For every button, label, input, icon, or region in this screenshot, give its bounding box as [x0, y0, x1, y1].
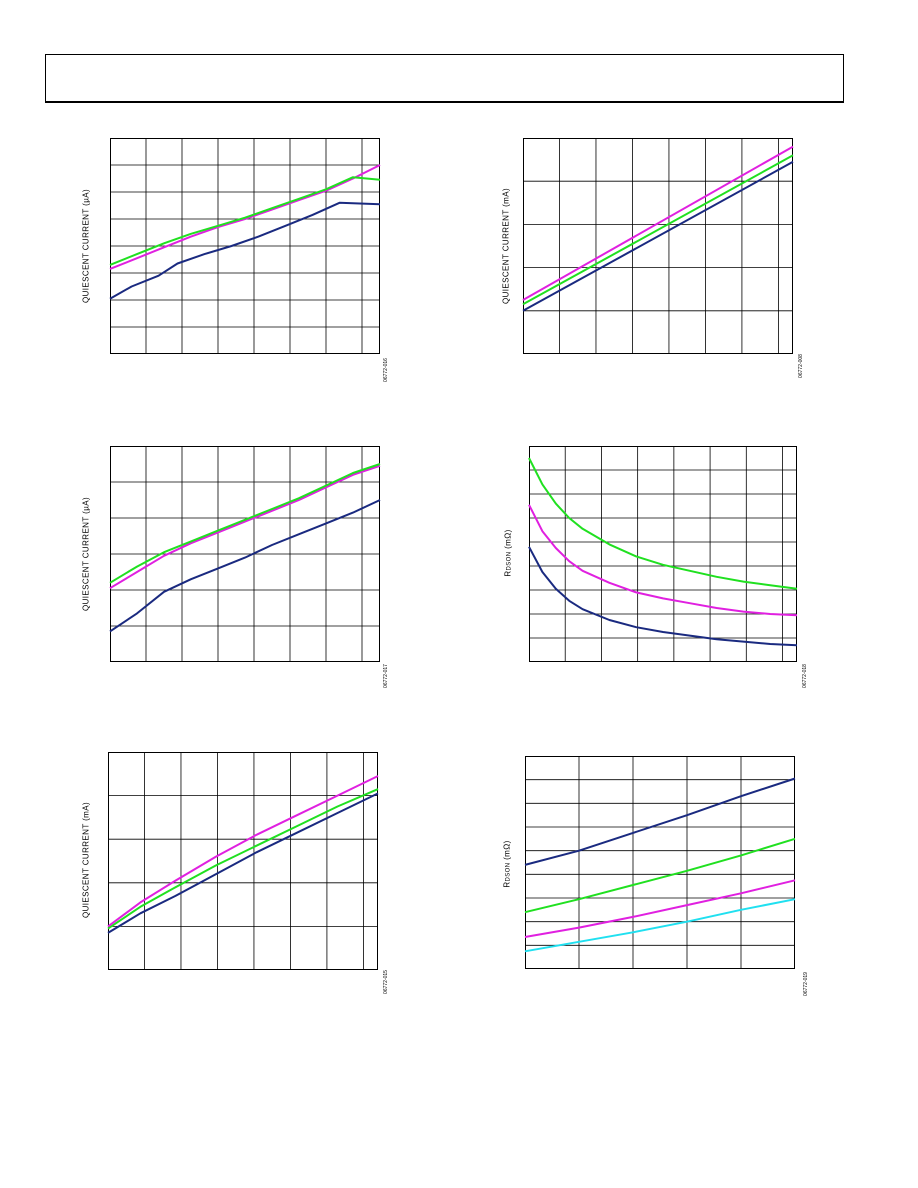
plot-frame: [523, 138, 793, 354]
chart-4-y-axis-label-unit: (mΩ): [503, 529, 513, 552]
series-line-2: [109, 164, 381, 270]
series-line-1: [522, 160, 794, 312]
chart-4-figure-code: 06772-018: [802, 664, 808, 688]
chart-3-y-axis-label: QUIESCENT CURRENT (µA): [81, 496, 91, 612]
series-line-1: [528, 546, 798, 647]
chart-1-svg: [109, 138, 381, 354]
series-line-1: [524, 777, 796, 866]
series-line-2: [107, 788, 379, 930]
chart-6-figure-code: 06772-019: [803, 972, 809, 996]
series-line-1: [107, 792, 379, 934]
chart-rdson-2: [524, 756, 796, 969]
chart-6-y-axis-label: RDSON (mΩ): [503, 840, 512, 887]
plot-frame: [110, 138, 380, 354]
series-line-3: [522, 145, 794, 301]
chart-1-figure-code: 06772-016: [383, 358, 389, 382]
chart-quiescent-current-5: [107, 752, 379, 970]
chart-4-svg: [528, 446, 798, 662]
series-line-3: [109, 176, 381, 266]
chart-2-svg: [522, 138, 794, 354]
series-line-3: [107, 775, 379, 928]
plot-frame: [110, 446, 380, 662]
chart-rdson-1: [528, 446, 798, 662]
series-line-1: [109, 201, 381, 300]
series-line-3: [528, 457, 798, 590]
chart-4-y-axis-label-sub: DSON: [506, 551, 513, 571]
series-line-1: [109, 499, 381, 633]
series-line-2: [524, 837, 796, 914]
series-line-2: [528, 504, 798, 617]
chart-quiescent-current-2: [522, 138, 794, 354]
series-line-2: [109, 464, 381, 590]
chart-6-y-axis-label-unit: (mΩ): [502, 840, 512, 863]
chart-1-y-axis-label: QUIESCENT CURRENT (µA): [81, 188, 91, 304]
chart-6-y-axis-label-main: R: [502, 881, 512, 888]
plot-frame: [529, 446, 797, 662]
series-line-3: [524, 879, 796, 938]
series-line-4: [524, 898, 796, 953]
chart-5-figure-code: 06772-015: [383, 970, 389, 994]
chart-5-y-axis-label: QUIESCENT CURRENT (mA): [81, 801, 91, 919]
chart-2-y-axis-label: QUIESCENT CURRENT (mA): [501, 187, 511, 305]
header-box: [45, 54, 844, 103]
chart-4-y-axis-label: RDSON (mΩ): [504, 529, 513, 576]
chart-quiescent-current-3: [109, 446, 381, 662]
chart-6-y-axis-label-sub: DSON: [505, 862, 512, 882]
plot-frame: [525, 756, 795, 969]
chart-5-svg: [107, 752, 379, 970]
plot-frame: [108, 752, 378, 970]
series-line-2: [522, 154, 794, 306]
series-line-3: [109, 463, 381, 584]
chart-quiescent-current-1: [109, 138, 381, 354]
chart-3-figure-code: 06772-017: [383, 664, 389, 688]
chart-3-svg: [109, 446, 381, 662]
chart-4-y-axis-label-main: R: [503, 570, 513, 577]
chart-6-svg: [524, 756, 796, 969]
chart-2-figure-code: 06772-008: [798, 354, 804, 378]
